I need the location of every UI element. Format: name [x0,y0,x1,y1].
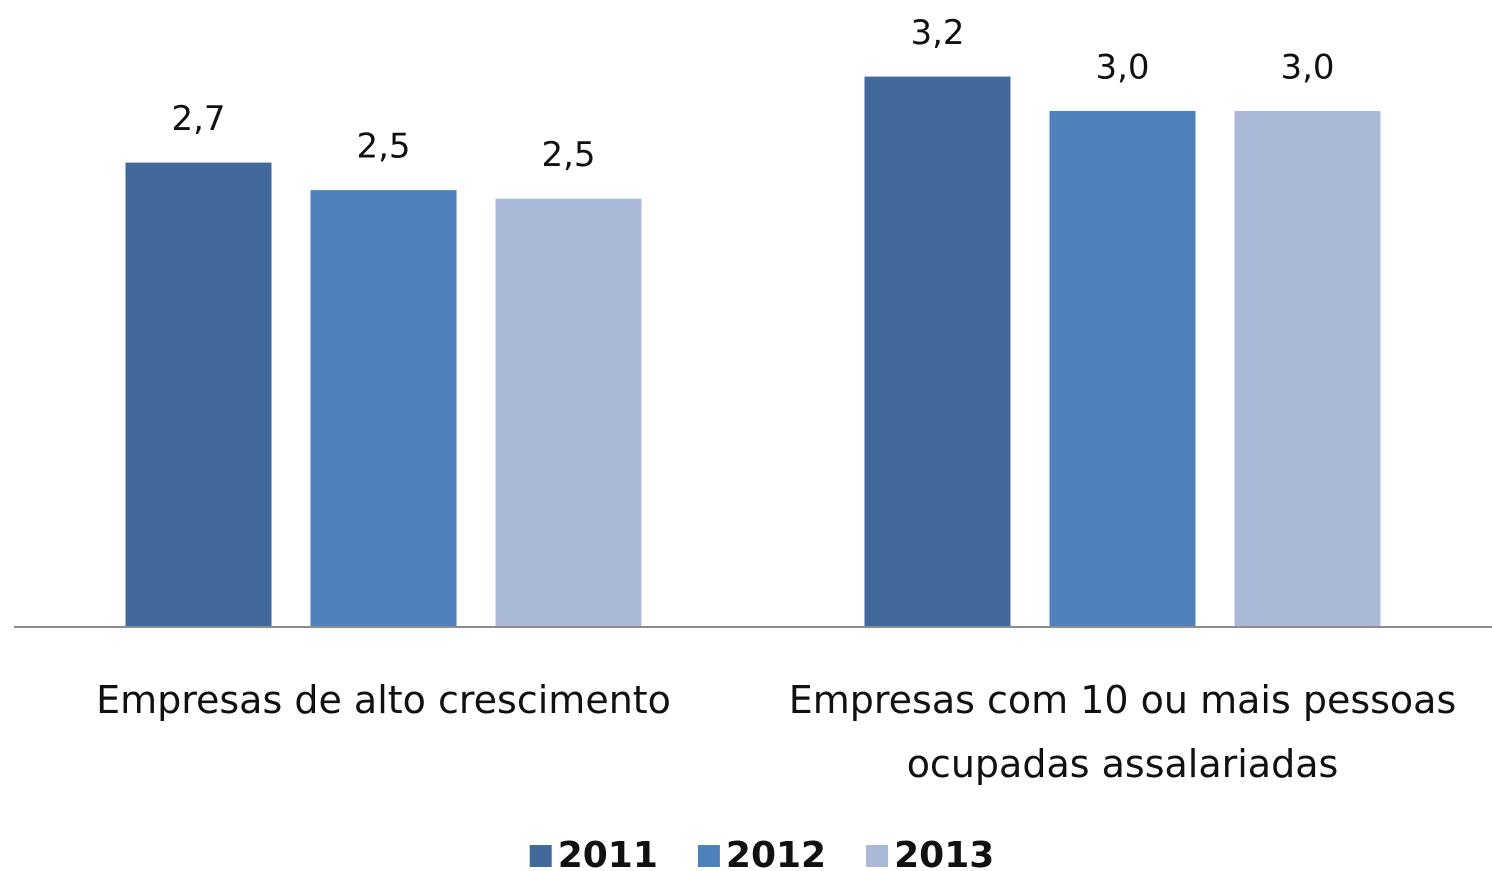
legend-swatch [866,845,889,867]
x-tick-label: Empresas de alto crescimento [96,678,671,722]
data-label: 2,5 [541,135,595,175]
legend-swatch [697,845,720,867]
data-label: 2,5 [356,127,410,167]
bar [1049,111,1196,627]
data-label: 3,0 [1095,48,1149,88]
legend: 2011 2012 2013 [529,835,994,871]
data-label: 2,7 [171,99,225,139]
bar [125,162,272,627]
legend-label: 2012 [726,835,826,871]
bar [495,198,642,627]
bar [310,190,457,627]
bar [864,76,1011,628]
bar [1234,111,1381,627]
x-tick-label: Empresas com 10 ou mais pessoas ocupadas… [788,678,1457,786]
data-label: 3,2 [910,13,964,53]
legend-label: 2013 [894,835,994,871]
legend-swatch [529,845,552,867]
data-label: 3,0 [1280,48,1334,88]
legend-label: 2011 [558,835,658,871]
